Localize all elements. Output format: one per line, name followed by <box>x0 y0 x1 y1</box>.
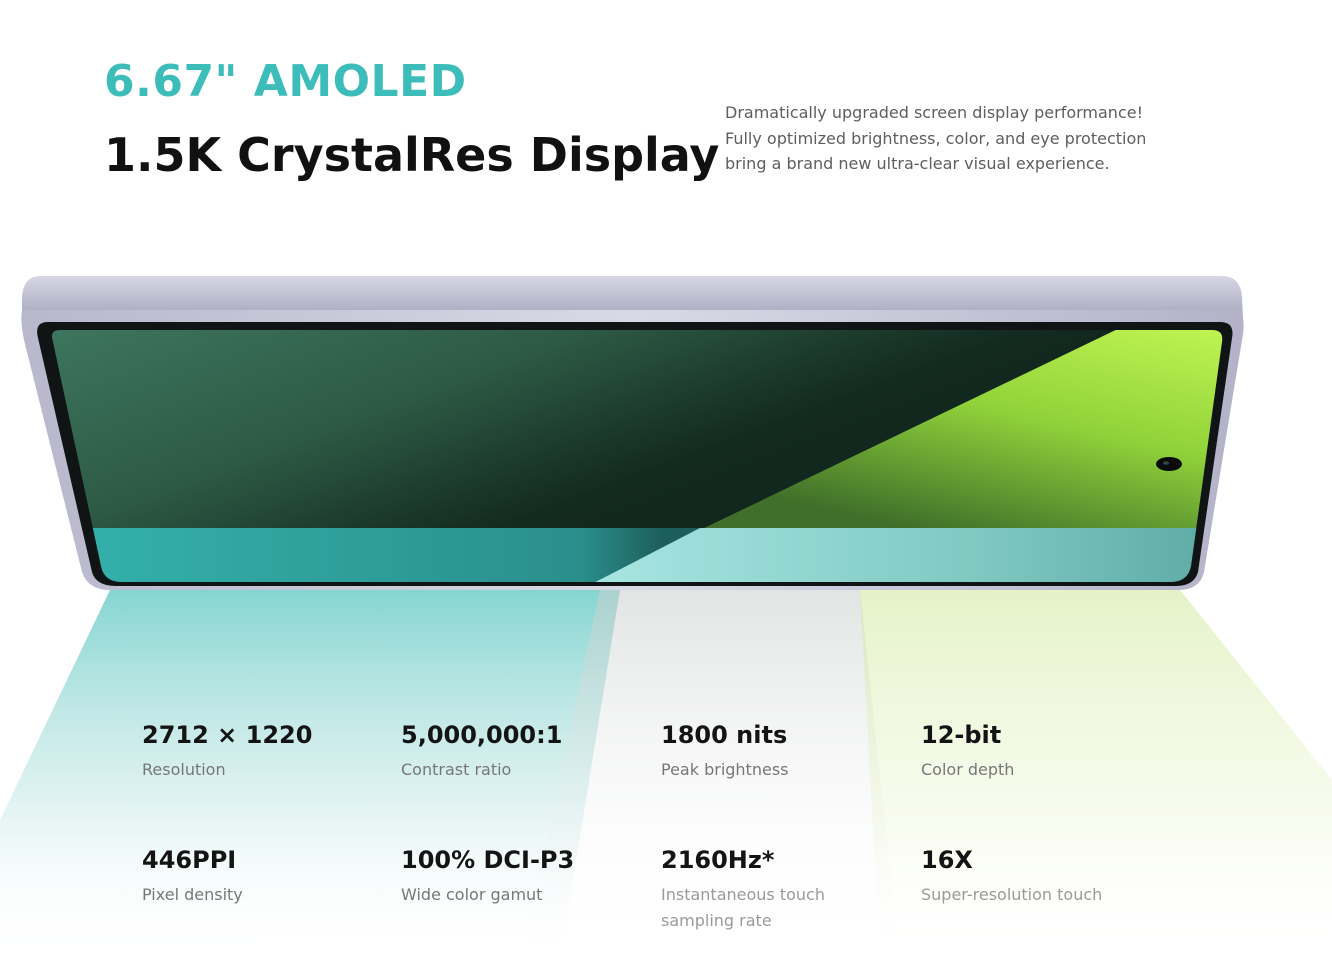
spec-color-gamut: 100% DCI-P3 Wide color gamut <box>401 845 621 908</box>
spec-contrast: 5,000,000:1 Contrast ratio <box>401 720 621 783</box>
spec-label: Contrast ratio <box>401 760 512 779</box>
front-camera-icon <box>1156 457 1182 471</box>
spec-color-depth: 12-bit Color depth <box>921 720 1141 783</box>
reflection-grey <box>520 590 900 960</box>
intro-line: Fully optimized brightness, color, and e… <box>725 128 1147 148</box>
spec-label: Resolution <box>142 760 226 779</box>
spec-value: 2712 × 1220 <box>142 721 313 749</box>
spec-pixel-density: 446PPI Pixel density <box>142 845 362 908</box>
phone-screen <box>51 330 1223 582</box>
spec-touch-resolution: 16X Super-resolution touch <box>921 845 1141 908</box>
spec-label: Color depth <box>921 760 1015 779</box>
spec-value: 100% DCI-P3 <box>401 846 575 874</box>
spec-resolution: 2712 × 1220 Resolution <box>142 720 362 783</box>
spec-label: Instantaneous touch <box>661 885 825 904</box>
spec-value: 12-bit <box>921 721 1002 749</box>
intro-description: Dramatically upgraded screen display per… <box>725 100 1185 177</box>
spec-value: 446PPI <box>142 846 237 874</box>
intro-line: bring a brand new ultra-clear visual exp… <box>725 154 1110 173</box>
spec-label: Super-resolution touch <box>921 885 1103 904</box>
spec-touch-sampling: 2160Hz* Instantaneous touch sampling rat… <box>661 845 881 934</box>
spec-value: 1800 nits <box>661 721 788 749</box>
phone-image <box>0 260 1332 960</box>
spec-value: 16X <box>921 846 973 874</box>
spec-label-line2: sampling rate <box>661 911 772 930</box>
spec-value: 2160Hz* <box>661 846 775 874</box>
spec-value: 5,000,000:1 <box>401 721 563 749</box>
intro-line: Dramatically upgraded screen display per… <box>725 103 1143 122</box>
spec-label: Peak brightness <box>661 760 789 779</box>
spec-brightness: 1800 nits Peak brightness <box>661 720 881 783</box>
phone-frame-top <box>22 276 1243 320</box>
reflection-lime <box>860 590 1332 960</box>
accent-title: 6.67" AMOLED <box>104 56 467 107</box>
spec-label: Pixel density <box>142 885 243 904</box>
spec-label: Wide color gamut <box>401 885 543 904</box>
page-title: 1.5K CrystalRes Display <box>104 128 720 182</box>
reflection-teal <box>0 590 620 960</box>
